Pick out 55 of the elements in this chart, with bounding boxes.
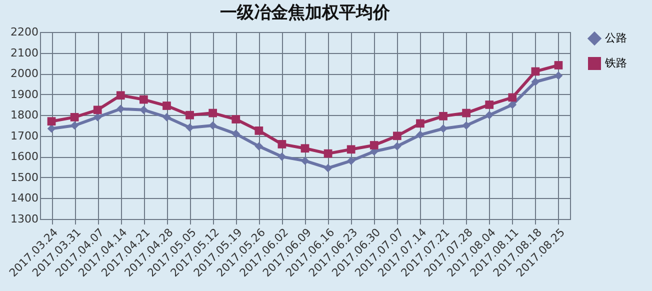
point [346, 145, 356, 154]
point [531, 67, 540, 76]
y-tick-label: 1600 [10, 150, 38, 164]
point [554, 61, 563, 70]
point [370, 141, 378, 150]
point [508, 93, 517, 102]
y-tick-label: 1700 [10, 129, 38, 142]
point [116, 91, 125, 100]
point [140, 95, 148, 104]
point [324, 149, 332, 158]
point [232, 115, 240, 124]
point [416, 130, 424, 140]
legend-label: 公路 [605, 32, 627, 44]
y-tick-label: 1300 [10, 212, 38, 226]
point [300, 144, 310, 153]
y-tick-label: 2100 [10, 46, 38, 60]
y-tick-label: 2200 [10, 26, 38, 38]
point [208, 121, 218, 130]
point [392, 132, 402, 140]
point [485, 110, 494, 120]
point [324, 164, 332, 172]
point [47, 117, 56, 126]
point [462, 121, 470, 130]
point [346, 156, 356, 166]
y-tick-label: 1800 [10, 108, 38, 122]
y-tick-label: 2000 [10, 67, 38, 80]
point [186, 110, 194, 120]
point [508, 100, 517, 109]
point [140, 106, 148, 114]
point [93, 106, 102, 114]
point [208, 108, 218, 118]
point [439, 124, 448, 133]
point [300, 156, 310, 166]
point [162, 102, 171, 110]
point [254, 126, 264, 135]
point [392, 142, 402, 150]
y-tick-label: 1500 [10, 170, 38, 184]
point [232, 130, 240, 138]
point [485, 100, 494, 109]
point [70, 113, 79, 122]
point [278, 152, 286, 161]
y-tick-label: 1900 [10, 88, 38, 101]
point [162, 113, 171, 122]
point [439, 112, 448, 120]
chart-title: 一级冶金焦加权平均价 [220, 3, 391, 23]
point [278, 140, 286, 148]
point [186, 123, 194, 132]
point [93, 113, 102, 122]
point [462, 108, 470, 118]
point [531, 78, 540, 86]
point [254, 142, 264, 150]
point [416, 119, 424, 128]
y-tick-label: 1400 [10, 192, 38, 205]
point [554, 71, 563, 80]
legend-label: 铁路 [604, 56, 627, 70]
